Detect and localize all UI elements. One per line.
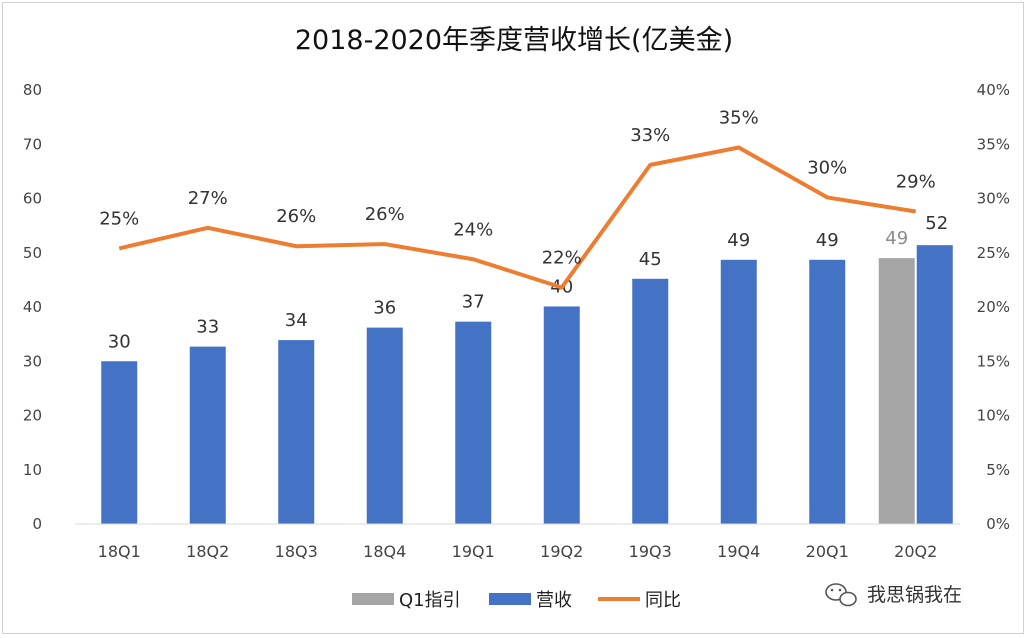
data-label-yoy: 25%	[99, 208, 139, 229]
data-label-revenue: 49	[816, 230, 839, 251]
bar-revenue	[455, 321, 492, 524]
right-axis: 0% 5% 10% 15% 20% 25% 30% 35% 40%	[977, 81, 1010, 533]
y-left-tick-label: 50	[23, 244, 42, 262]
bar-revenue	[543, 306, 580, 524]
legend-swatch-guidance	[352, 593, 394, 605]
y-right-tick-label: 25%	[977, 244, 1010, 262]
x-tick-label: 19Q1	[452, 542, 495, 561]
legend-swatch-revenue	[489, 593, 531, 605]
x-tick-label: 20Q1	[806, 542, 849, 561]
x-tick-label: 19Q4	[717, 542, 760, 561]
data-label-yoy: 26%	[276, 206, 316, 227]
data-label-revenue: 30	[108, 331, 131, 352]
legend: Q1指引 营收 同比	[352, 590, 681, 611]
data-label-yoy: 35%	[719, 108, 759, 129]
x-tick-label: 18Q3	[275, 542, 318, 561]
x-tick-label: 19Q3	[629, 542, 672, 561]
y-left-tick-label: 0	[32, 515, 42, 533]
yoy-line	[118, 145, 917, 290]
data-label-revenue: 34	[285, 310, 308, 331]
legend-label-revenue: 营收	[536, 590, 572, 611]
data-label-guidance: 49	[885, 228, 908, 249]
wechat-icon	[825, 583, 857, 607]
line-series: 25% 27% 26% 26% 24% 22% 33% 35% 30% 29%	[99, 108, 936, 290]
y-right-tick-label: 30%	[977, 190, 1010, 208]
y-right-tick-label: 10%	[977, 407, 1010, 425]
y-left-tick-label: 20	[23, 407, 42, 425]
legend-label-guidance: Q1指引	[399, 590, 461, 611]
bar-revenue	[916, 245, 953, 524]
y-right-tick-label: 15%	[977, 352, 1010, 370]
bar-revenue	[809, 259, 846, 524]
x-tick-label: 18Q4	[363, 542, 406, 561]
y-right-tick-label: 40%	[977, 81, 1010, 99]
data-label-revenue: 52	[925, 213, 948, 234]
data-label-yoy: 24%	[453, 219, 493, 240]
y-left-tick-label: 80	[23, 81, 42, 99]
data-label-yoy: 27%	[188, 188, 228, 209]
x-tick-label: 20Q2	[894, 542, 937, 561]
x-axis: 18Q1 18Q2 18Q3 18Q4 19Q1 19Q2 19Q3 19Q4 20Q1 20Q2	[75, 523, 960, 561]
y-left-tick-label: 70	[23, 135, 42, 153]
x-tick-label: 18Q2	[186, 542, 229, 561]
y-left-tick-label: 40	[23, 298, 42, 316]
data-label-yoy: 30%	[807, 157, 847, 178]
bar-revenue	[278, 340, 315, 524]
x-tick-label: 18Q1	[98, 542, 141, 561]
watermark-text: 我思锅我在	[867, 584, 962, 606]
data-label-revenue: 37	[462, 292, 485, 313]
data-label-revenue: 36	[373, 298, 396, 319]
chart-title: 2018-2020年季度营收增长(亿美金)	[295, 25, 733, 56]
left-axis: 0 10 20 30 40 50 60 70 80	[23, 81, 42, 533]
y-left-tick-label: 10	[23, 461, 42, 479]
y-right-tick-label: 35%	[977, 135, 1010, 153]
y-right-tick-label: 20%	[977, 298, 1010, 316]
bar-guidance	[878, 258, 915, 524]
legend-label-yoy: 同比	[645, 590, 681, 611]
y-right-tick-label: 5%	[986, 461, 1010, 479]
y-left-tick-label: 60	[23, 190, 42, 208]
y-right-tick-label: 0%	[986, 515, 1010, 533]
bar-revenue	[189, 346, 226, 524]
bar-revenue	[366, 327, 403, 524]
data-label-yoy: 26%	[365, 204, 405, 225]
data-label-yoy: 29%	[896, 172, 936, 193]
data-label-yoy: 33%	[630, 125, 670, 146]
data-label-yoy: 22%	[542, 247, 582, 268]
watermark: 我思锅我在	[825, 583, 962, 607]
bar-revenue	[101, 361, 138, 524]
data-label-revenue: 49	[727, 230, 750, 251]
x-tick-label: 19Q2	[540, 542, 583, 561]
data-label-revenue: 45	[639, 249, 662, 270]
bar-revenue	[720, 259, 757, 524]
bar-revenue	[632, 278, 669, 524]
data-label-revenue: 33	[196, 317, 219, 338]
y-left-tick-label: 30	[23, 352, 42, 370]
